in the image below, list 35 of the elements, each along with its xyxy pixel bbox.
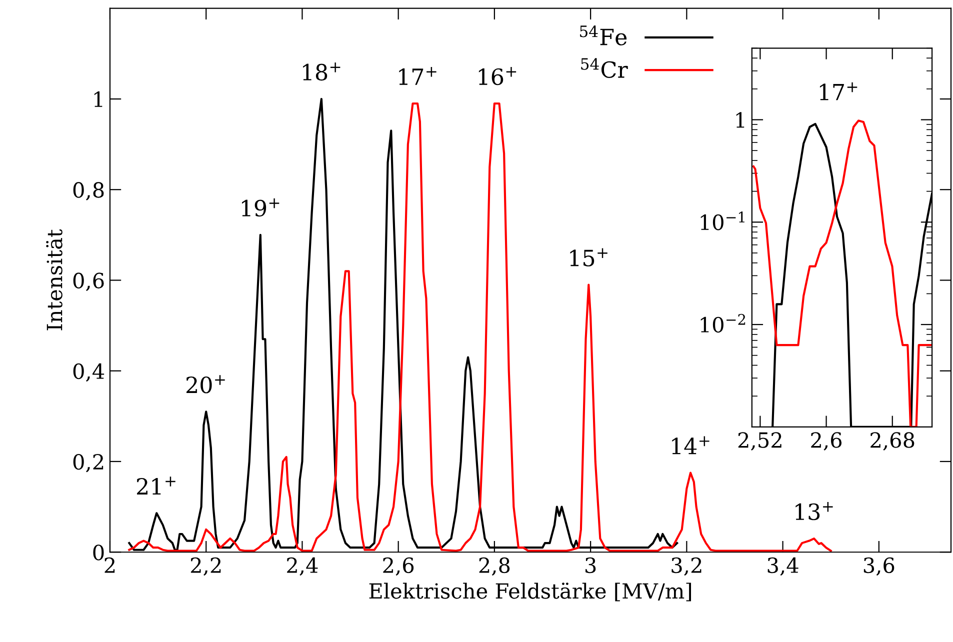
x-tick-label: 2,8 [479, 557, 510, 576]
y-tick-label: 0,8 [73, 182, 104, 200]
x-tick-label: 2 [104, 557, 115, 573]
x-tick-label: 2,2 [190, 557, 221, 576]
x-tick-label: 3,4 [768, 557, 798, 576]
annotation: 15$^{+}$ [570, 248, 608, 266]
y-tick-label: 0 [93, 544, 104, 560]
x-tick-label: 2,6 [811, 432, 842, 450]
y-tick-label: 1 [736, 112, 744, 128]
x-tick-label: 2,68 [870, 432, 914, 450]
annotation: 20$^{+}$ [186, 375, 225, 394]
y-tick-label: 10$^{−2}$ [700, 314, 746, 333]
annotation: 18$^{+}$ [303, 62, 340, 81]
x-tick-label: 2,6 [383, 557, 414, 576]
y-tick-label: 10$^{−1}$ [700, 212, 744, 230]
y-axis-title: Intensität [46, 229, 62, 330]
y-tick-label: 0,2 [73, 454, 104, 472]
annotation: 17$^{+}$ [399, 66, 436, 85]
annotation: 17$^{+}$ [820, 82, 858, 100]
legend-label: $^{54}$Fe [580, 25, 627, 46]
annotation: 19$^{+}$ [242, 198, 280, 217]
y-tick-label: 0,4 [73, 363, 104, 382]
x-tick-label: 3,6 [864, 557, 894, 576]
legend-label: $^{54}$Cr [581, 58, 628, 78]
annotation: 16$^{+}$ [478, 66, 516, 86]
y-tick-label: 0,6 [73, 272, 104, 291]
x-axis-title: Elektrische Feldstärke [MV/m] [369, 582, 691, 602]
x-tick-label: 2,4 [287, 557, 318, 576]
y-tick-label: 1 [94, 91, 102, 107]
annotation: 21$^{+}$ [136, 476, 176, 494]
x-tick-label: 2,52 [738, 432, 782, 450]
annotation: 13$^{+}$ [796, 502, 833, 520]
x-tick-label: 3,2 [672, 557, 702, 576]
annotation: 14$^{+}$ [672, 436, 710, 454]
x-tick-label: 3 [586, 557, 596, 574]
